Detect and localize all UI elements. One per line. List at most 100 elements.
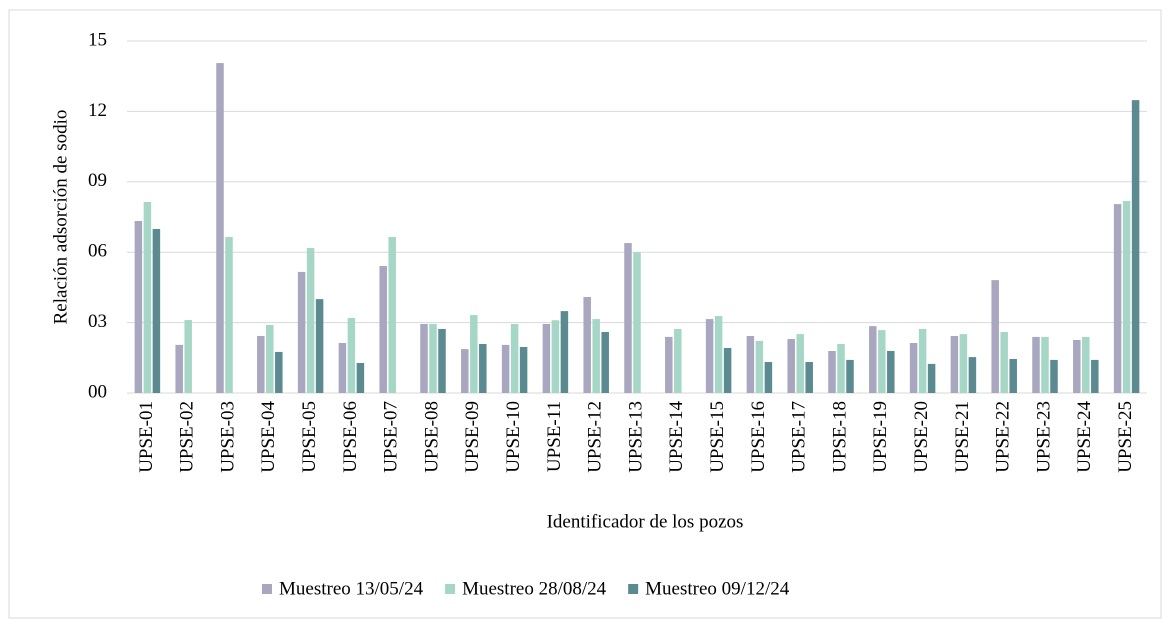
bar <box>306 247 315 393</box>
x-tick-label: UPSE-20 <box>911 401 932 473</box>
bar <box>388 236 396 393</box>
bar <box>1041 336 1049 393</box>
bar <box>379 266 387 393</box>
x-tick-label: UPSE-24 <box>1074 401 1095 473</box>
bar <box>501 344 510 393</box>
bar <box>755 340 764 393</box>
y-tick-label: 00 <box>88 381 107 402</box>
bar <box>1113 204 1122 393</box>
legend-label: Muestreo 28/08/24 <box>462 578 607 599</box>
bar <box>519 347 528 393</box>
x-tick-label: UPSE-22 <box>993 401 1014 473</box>
x-tick-label: UPSE-01 <box>136 401 157 473</box>
bar <box>950 335 959 393</box>
bar <box>828 350 836 393</box>
x-tick-label: UPSE-16 <box>748 401 769 473</box>
bar <box>746 335 755 393</box>
bar <box>510 324 519 393</box>
bar <box>275 351 283 393</box>
bar <box>878 330 886 393</box>
bar <box>665 336 673 393</box>
bar <box>723 347 732 393</box>
bar <box>918 328 927 393</box>
x-tick-label: UPSE-18 <box>829 401 850 473</box>
bar <box>991 280 999 393</box>
chart-border <box>8 9 1162 619</box>
bar <box>184 320 192 393</box>
bar <box>846 359 854 393</box>
x-tick-label: UPSE-10 <box>503 401 524 473</box>
bar <box>1009 358 1017 393</box>
bar <box>1000 331 1008 393</box>
x-tick-label: UPSE-03 <box>217 401 238 473</box>
x-tick-label: UPSE-23 <box>1033 401 1054 473</box>
bar <box>1122 201 1131 393</box>
bar <box>583 297 591 393</box>
x-tick-label: UPSE-13 <box>625 401 646 473</box>
x-tick-label: UPSE-02 <box>177 401 198 473</box>
bar <box>601 331 609 393</box>
bar <box>869 326 877 393</box>
bar <box>837 343 845 393</box>
legend-swatch <box>628 584 639 594</box>
bar <box>175 344 183 393</box>
bar <box>429 324 437 393</box>
y-axis-title: Relación adsorción de sodio <box>50 110 71 325</box>
bar <box>959 334 968 393</box>
bar <box>887 350 895 393</box>
bar <box>1082 336 1090 393</box>
bar <box>479 343 487 393</box>
bar <box>143 201 152 393</box>
bar <box>257 335 265 393</box>
bar <box>216 63 224 394</box>
x-tick-label: UPSE-15 <box>707 401 728 473</box>
x-tick-label: UPSE-21 <box>952 401 973 473</box>
bar <box>764 362 773 393</box>
x-tick-label: UPSE-12 <box>585 401 606 473</box>
bar <box>315 299 324 393</box>
bar <box>297 271 306 393</box>
bar <box>705 319 714 393</box>
legend-label: Muestreo 09/12/24 <box>645 578 790 599</box>
bar <box>805 362 813 393</box>
bar <box>714 316 723 393</box>
x-tick-label: UPSE-17 <box>789 401 810 473</box>
bar <box>152 228 161 393</box>
x-tick-label: UPSE-09 <box>462 401 483 473</box>
bar <box>266 324 274 393</box>
bar <box>461 349 469 393</box>
x-tick-label: UPSE-04 <box>258 401 279 473</box>
bar <box>1050 359 1058 393</box>
bar <box>1032 336 1040 393</box>
bar <box>438 328 446 393</box>
x-tick-label: UPSE-14 <box>666 401 687 473</box>
bar <box>674 328 682 393</box>
legend-label: Muestreo 13/05/24 <box>279 578 424 599</box>
x-tick-label: UPSE-19 <box>870 401 891 473</box>
bar <box>787 339 795 393</box>
y-tick-label: 12 <box>88 100 107 121</box>
y-tick-label: 03 <box>88 311 107 332</box>
bar <box>1073 339 1081 393</box>
bar <box>560 311 569 393</box>
bar <box>1131 100 1140 394</box>
legend-swatch <box>262 584 272 594</box>
bar <box>796 334 804 393</box>
x-tick-label: UPSE-07 <box>381 401 402 473</box>
x-axis-title: Identificador de los pozos <box>547 511 744 532</box>
bar <box>134 220 143 393</box>
bar <box>356 362 365 393</box>
bar <box>592 319 600 393</box>
bar <box>542 324 551 393</box>
bar <box>225 236 233 393</box>
x-tick-label: UPSE-08 <box>421 401 442 473</box>
bar <box>470 315 478 393</box>
bar <box>347 317 356 393</box>
x-tick-label: UPSE-25 <box>1115 401 1136 473</box>
bar <box>633 252 641 393</box>
bar <box>1091 359 1099 393</box>
bar <box>551 320 560 393</box>
bar <box>420 324 428 393</box>
x-tick-label: UPSE-05 <box>299 401 320 473</box>
